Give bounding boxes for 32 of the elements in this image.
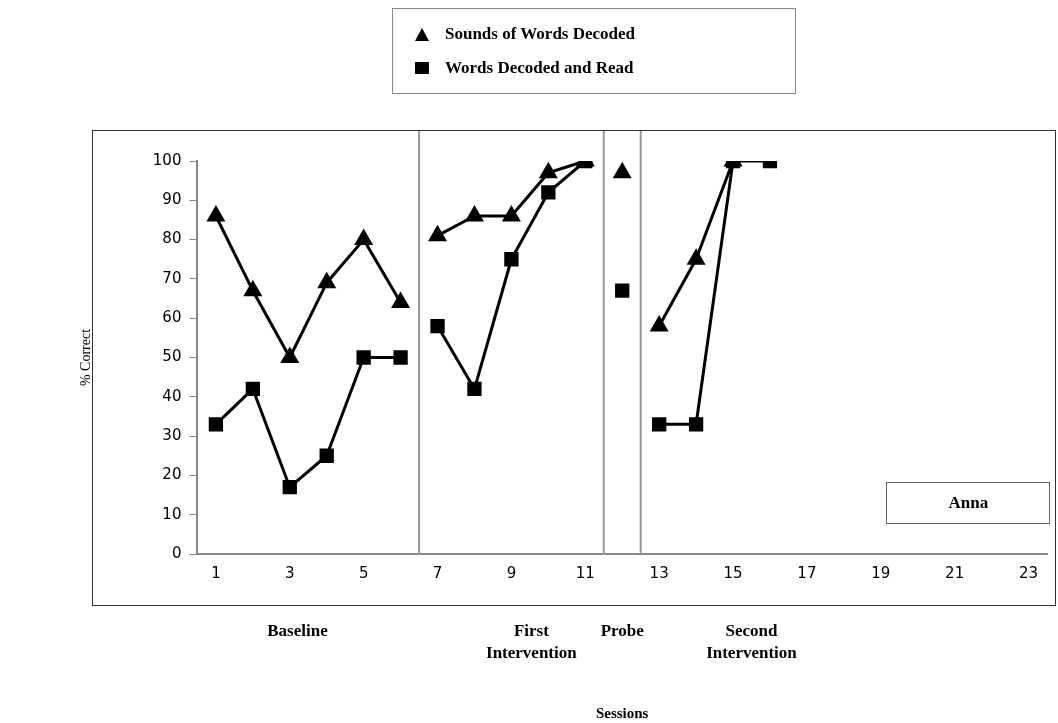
x-tick-label: 15 xyxy=(723,563,743,582)
y-tick-label: 30 xyxy=(162,425,182,444)
text: Second Intervention xyxy=(705,620,798,664)
annotation: Anna xyxy=(886,482,1051,524)
text: Probe xyxy=(600,621,644,640)
x-tick-label: 19 xyxy=(871,563,891,582)
x-tick-label: 7 xyxy=(432,563,443,582)
y-tick-label: 50 xyxy=(162,347,182,366)
x-tick-label: 13 xyxy=(649,563,669,582)
x-tick-label: 11 xyxy=(575,563,595,582)
y-tick-label: 10 xyxy=(162,504,182,523)
x-tick-label: 23 xyxy=(1018,563,1039,582)
y-tick-label: 60 xyxy=(162,308,182,327)
y-tick-label: 0 xyxy=(171,543,182,562)
y-tick-label: 80 xyxy=(162,229,182,248)
y-tick-label: 70 xyxy=(162,268,182,287)
x-tick-label: 21 xyxy=(945,563,965,582)
y-tick-label: 100 xyxy=(152,150,182,169)
legend-label: Words Decoded and Read xyxy=(445,58,634,78)
x-tick-label: 9 xyxy=(506,563,517,582)
x-tick-label: 17 xyxy=(797,563,817,582)
x-tick-label: 5 xyxy=(358,563,369,582)
x-tick-label: 3 xyxy=(285,563,295,582)
y-tick-label: 20 xyxy=(162,465,182,484)
y-axis-title: % Correct xyxy=(78,328,94,387)
legend-label: Sounds of Words Decoded xyxy=(445,24,636,44)
y-tick-label: 90 xyxy=(162,190,182,209)
text: First Intervention xyxy=(486,621,577,662)
x-tick-label: 1 xyxy=(211,563,221,582)
text: Baseline xyxy=(266,620,329,642)
y-tick-label: 40 xyxy=(162,386,182,405)
text: Sessions xyxy=(594,704,650,723)
